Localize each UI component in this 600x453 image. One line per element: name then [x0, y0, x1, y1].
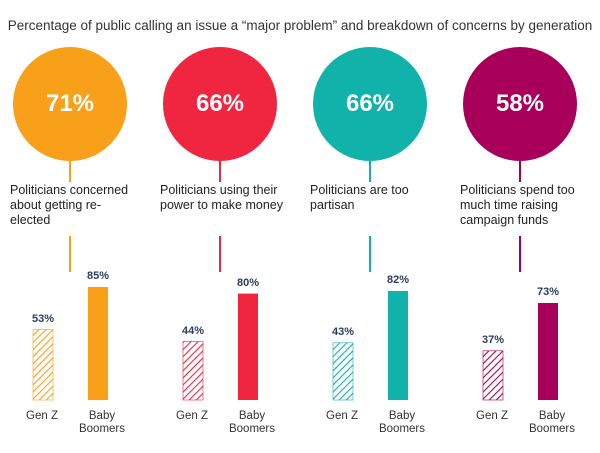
value-label-baby-boomers: 85% — [86, 270, 110, 282]
category-label-gen-z: Gen Z — [176, 410, 208, 422]
chart-panel: 66% Politicians are too partisan 43% 82% Gen… — [300, 0, 450, 453]
bar-gen-z — [332, 342, 354, 401]
chart-panel: 66% Politicians using their power to make… — [150, 0, 300, 453]
bar-gen-z — [32, 329, 54, 401]
connector-line — [219, 236, 221, 272]
bar-baby-boomers — [88, 287, 108, 400]
issue-label: Politicians using their power to make mo… — [160, 183, 283, 212]
bar-plot — [482, 303, 558, 401]
chart-panel: 71% Politicians concerned about getting r… — [0, 0, 150, 453]
category-label-baby-boomers: Baby Boomers — [528, 410, 576, 435]
value-label-gen-z: 37% — [481, 333, 505, 346]
connector-line — [369, 236, 371, 272]
headline-value-circle: 66% — [313, 47, 427, 161]
chart-panel: 58% Politicians spend too much time raisi… — [450, 0, 600, 453]
connector-line — [369, 160, 371, 182]
connector-line — [519, 236, 521, 272]
bar-gen-z — [482, 350, 504, 401]
issue-label: Politicians spend too much time raising … — [460, 183, 575, 227]
value-label-baby-boomers: 80% — [236, 276, 260, 289]
category-label-gen-z: Gen Z — [26, 410, 58, 422]
value-label-baby-boomers: 82% — [386, 273, 410, 286]
category-label-baby-boomers: Baby Boomers — [228, 410, 276, 435]
bar-baby-boomers — [388, 291, 408, 400]
issue-label: Politicians concerned about getting re-e… — [10, 183, 129, 227]
category-label-baby-boomers: Baby Boomers — [378, 410, 426, 435]
bar-gen-z — [182, 341, 204, 401]
connector-line — [69, 160, 71, 182]
bar-plot — [332, 291, 408, 401]
value-label-gen-z: 43% — [331, 325, 355, 338]
issue-label: Politicians are too partisan — [310, 183, 409, 212]
category-label-gen-z: Gen Z — [326, 410, 358, 422]
chart-title: Percentage of public calling an issue a … — [7, 18, 593, 33]
headline-value-circle: 66% — [163, 47, 277, 161]
value-label-gen-z: 53% — [31, 312, 55, 325]
category-label-gen-z: Gen Z — [476, 410, 508, 422]
connector-line — [69, 236, 71, 272]
headline-value-circle: 58% — [463, 47, 577, 161]
bar-plot — [182, 293, 258, 401]
bar-baby-boomers — [538, 303, 558, 400]
bar-plot — [32, 287, 108, 401]
value-label-baby-boomers: 73% — [536, 285, 560, 298]
connector-line — [519, 160, 521, 182]
connector-line — [219, 160, 221, 182]
value-label-gen-z: 44% — [181, 324, 205, 337]
bar-baby-boomers — [238, 293, 258, 400]
category-label-baby-boomers: Baby Boomers — [78, 410, 126, 435]
headline-value-circle: 71% — [13, 47, 127, 161]
